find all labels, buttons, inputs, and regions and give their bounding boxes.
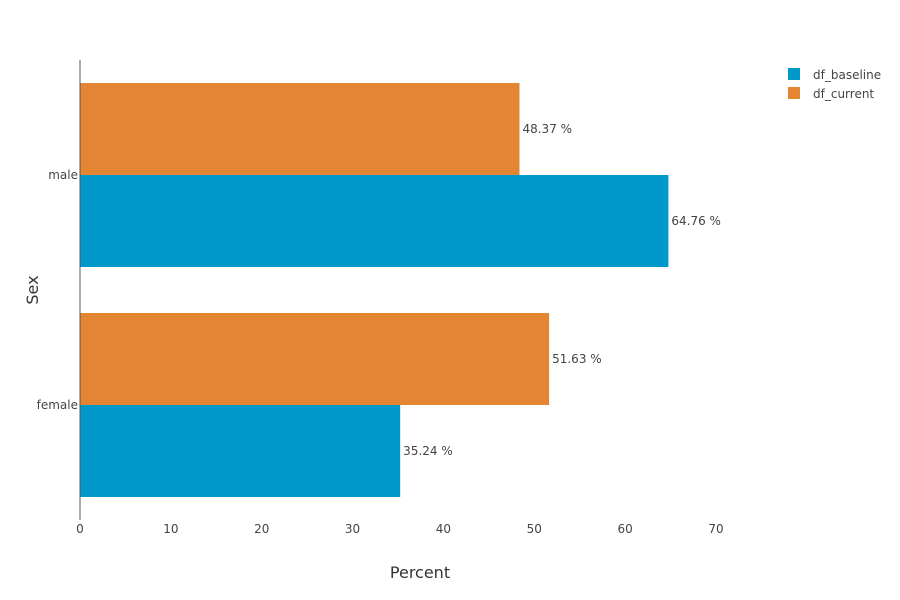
bar-df_baseline-female[interactable] [80,405,401,497]
value-label-df_baseline-male: 64.76 % [671,214,721,228]
x-tick-label-10: 10 [163,522,178,536]
y-axis-title: Sex [23,275,42,304]
y-axis-ticks: male female [37,168,78,412]
x-axis-ticks: 0 10 20 30 40 50 60 70 [76,522,723,536]
x-axis-title: Percent [390,563,450,582]
x-tick-label-0: 0 [76,522,84,536]
value-label-df_current-female: 51.63 % [552,352,602,366]
x-tick-label-50: 50 [527,522,542,536]
legend[interactable]: df_baseline df_current [788,68,881,101]
x-tick-label-30: 30 [345,522,360,536]
legend-swatch-df_current [788,87,800,99]
legend-item-df_current[interactable]: df_current [788,87,874,101]
value-label-df_current-male: 48.37 % [522,122,572,136]
y-tick-label-female: female [37,398,78,412]
x-tick-label-20: 20 [254,522,269,536]
value-labels-layer: 64.76 % 48.37 % 35.24 % 51.63 % [403,122,721,458]
legend-label-df_baseline: df_baseline [813,68,881,82]
x-tick-label-60: 60 [618,522,633,536]
x-tick-label-70: 70 [708,522,723,536]
value-label-df_baseline-female: 35.24 % [403,444,453,458]
bar-df_current-female[interactable] [80,313,550,405]
legend-label-df_current: df_current [813,87,874,101]
y-tick-label-male: male [48,168,78,182]
bar-df_baseline-male[interactable] [80,175,669,267]
bar-df_current-male[interactable] [80,83,520,175]
legend-swatch-df_baseline [788,68,800,80]
legend-item-df_baseline[interactable]: df_baseline [788,68,881,82]
x-tick-label-40: 40 [436,522,451,536]
bars-layer [80,83,669,497]
